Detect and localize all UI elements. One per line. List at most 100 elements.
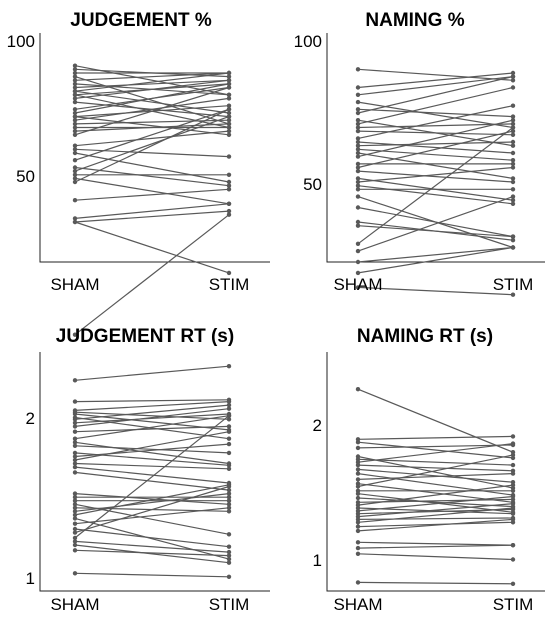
stim-point [510,238,516,243]
subject-line [357,493,514,513]
stim-point [226,154,232,159]
subject-line [74,86,230,136]
stim-point [226,128,232,134]
subject-line [74,549,230,557]
sham-point [72,429,78,434]
stim-point [510,234,516,239]
stim-point [226,212,232,217]
stim-point [226,114,232,119]
subject-line [74,166,230,187]
sham-point [72,132,78,137]
sham-point [72,498,78,503]
x-tick-label-sham: SHAM [50,275,99,294]
subject-line [357,495,514,512]
sham-point [355,139,361,145]
sham-point [355,187,361,192]
sham-point [72,125,78,130]
sham-point [72,461,78,466]
subject-line [74,445,230,454]
sham-point [72,464,78,470]
sham-point [72,165,78,170]
sham-point [355,92,361,98]
sham-point [355,495,361,501]
subject-line [357,123,514,129]
subject-line [74,210,230,223]
sham-point [72,89,78,94]
stim-point [510,505,516,511]
stim-point [226,556,232,562]
sham-point [355,520,361,525]
stim-point [226,364,232,369]
subject-line [74,471,230,491]
stim-point [226,549,232,555]
sham-point [72,107,78,112]
subject-line [357,468,514,483]
subject-line [74,116,230,172]
stim-point [226,132,232,137]
sham-point [72,539,78,544]
subject-line [74,441,230,465]
subject-line [357,206,514,238]
sham-point [355,545,361,551]
sham-point [355,440,361,445]
sham-point [355,143,361,148]
sham-point [355,154,361,159]
sham-point [72,491,78,496]
sham-point [72,63,78,68]
stim-point [226,110,232,116]
sham-point [72,417,78,422]
stim-point [510,150,516,156]
subject-line [74,188,230,201]
sham-point [355,176,361,181]
stim-point [226,70,232,76]
subject-line [74,177,230,205]
stim-point [510,121,516,127]
sham-point [355,484,361,489]
sham-point [72,424,78,429]
sham-point [355,285,361,290]
subject-line [74,221,230,274]
sham-point [72,495,78,500]
sham-point [355,161,361,167]
sham-point [355,107,361,112]
subject-line [74,401,230,411]
x-tick-label-sham: SHAM [333,595,382,614]
stim-point [510,103,516,108]
stim-point [226,92,232,98]
subject-line [357,119,514,158]
sham-point [355,462,361,468]
panel-naming-pct: NAMING % 100 50 SHAM STIM [294,10,545,297]
subject-line [74,76,230,125]
subject-line [357,388,514,453]
subject-line [357,441,514,459]
sham-point [72,436,78,441]
subject-line [74,108,230,183]
sham-point [72,216,78,221]
subject-line [74,72,230,92]
y-tick-label-2: 2 [313,416,322,435]
sham-point [72,99,78,105]
subject-line [74,484,230,516]
sham-point [355,179,361,185]
x-tick-label-sham: SHAM [333,275,382,294]
sham-point [72,530,78,535]
subject-line [357,108,514,118]
subject-line [357,473,514,496]
y-tick-label-100: 100 [294,32,322,51]
stim-point [226,544,232,549]
subject-line [74,572,230,578]
subject-line [74,148,230,158]
stim-point [226,172,232,177]
stim-point [226,201,232,206]
stim-point [226,532,232,537]
subject-line [74,507,230,525]
sham-point [72,128,78,134]
stim-point [226,491,232,496]
stim-point [226,85,232,90]
stim-point [226,78,232,83]
sham-point [355,551,361,556]
panel-title: NAMING RT (s) [357,326,493,347]
stim-point [226,424,232,429]
subject-line [74,462,230,470]
sham-point [355,136,361,141]
